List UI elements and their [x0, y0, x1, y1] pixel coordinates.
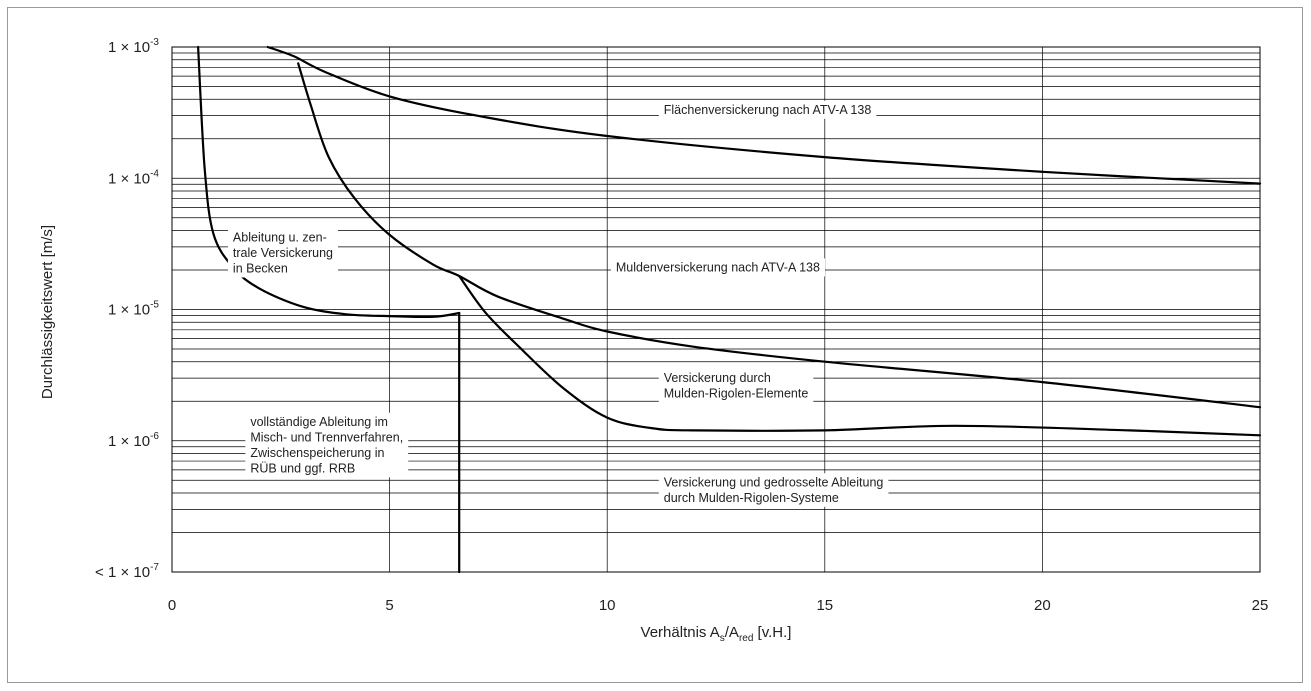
y-tick-base: < 1 × 10 — [95, 564, 150, 581]
tick-labels: 0 5 10 15 20 251 × 10-31 × 10-41 × 10-51 × 10… — [95, 37, 1268, 614]
y-tick-base: 1 × 10 — [108, 302, 150, 319]
y-tick-base: 1 × 10 — [108, 39, 150, 56]
x-axis-label-sub-s: s — [720, 633, 725, 644]
y-tick-label: 1 × 10-4 — [108, 168, 159, 187]
region-label-line: Misch- und Trennverfahren, — [250, 430, 403, 444]
x-axis-label-prefix: Verhältnis A — [641, 624, 720, 641]
y-tick-exponent: -7 — [150, 562, 159, 573]
curve-3 — [458, 274, 1262, 437]
y-tick-exponent: -4 — [150, 168, 159, 179]
y-tick-exponent: -6 — [150, 431, 159, 442]
curve-4 — [197, 45, 461, 319]
x-tick-label: 10 — [599, 597, 616, 614]
region-label-line: Versickerung und gedrosselte Ableitung — [664, 475, 884, 489]
x-tick-label: 25 — [1252, 597, 1269, 614]
plot-border — [171, 46, 1261, 573]
region-label-background — [227, 228, 339, 278]
x-tick-label: 20 — [1034, 597, 1051, 614]
region-label-background — [658, 369, 814, 403]
y-axis-label: Durchlässigkeitswert [m/s] — [39, 225, 56, 399]
y-tick-base: 1 × 10 — [108, 433, 150, 450]
region-label-line: durch Mulden-Rigolen-Systeme — [664, 491, 839, 505]
region-labels: Flächenversickerung nach ATV-A 138 Mulden… — [227, 100, 889, 507]
region-label-line: Flächenversickerung nach ATV-A 138 — [664, 103, 872, 117]
y-tick-label: 1 × 10-3 — [108, 37, 159, 56]
region-label-line: Muldenversickerung nach ATV-A 138 — [616, 260, 820, 274]
x-axis-label-sub-red: red — [739, 633, 753, 644]
y-tick-exponent: -3 — [150, 37, 159, 48]
region-label-3: Versickerung durch Mulden-Rigolen-Element… — [658, 369, 814, 403]
region-label-background — [610, 258, 826, 277]
region-label-1: Flächenversickerung nach ATV-A 138 — [658, 100, 877, 119]
curve-2 — [297, 62, 1262, 409]
x-tick-label: 0 — [168, 597, 176, 614]
x-tick-label: 5 — [385, 597, 393, 614]
region-label-line: Versickerung durch — [664, 371, 771, 385]
region-label-line: vollständige Ableitung im — [250, 415, 388, 429]
plot-axes — [171, 46, 1261, 573]
y-tick-label: 1 × 10-6 — [108, 431, 159, 450]
y-tick-exponent: -5 — [150, 300, 159, 311]
region-label-line: RÜB und ggf. RRB — [250, 461, 355, 475]
y-tick-label: < 1 × 10-7 — [95, 562, 159, 581]
x-tick-label: 15 — [816, 597, 833, 614]
region-label-background — [245, 412, 409, 478]
region-label-background — [658, 473, 889, 507]
region-label-2: Muldenversickerung nach ATV-A 138 — [610, 258, 826, 277]
region-label-line: in Becken — [233, 261, 288, 275]
region-label-line: Zwischenspeicherung in — [250, 446, 384, 460]
region-label-line: Ableitung u. zen- — [233, 230, 327, 244]
curves — [197, 45, 1262, 574]
x-axis-label-suffix: [v.H.] — [753, 624, 791, 641]
y-tick-label: 1 × 10-5 — [108, 300, 159, 319]
region-label-4: Versickerung und gedrosselte Ableitung du… — [658, 473, 889, 507]
region-label-line: Mulden-Rigolen-Elemente — [664, 387, 809, 401]
region-label-background — [658, 100, 877, 119]
x-axis-label: Verhältnis As/Ared [v.H.] — [641, 624, 792, 644]
y-tick-base: 1 × 10 — [108, 170, 150, 187]
chart-frame — [7, 7, 1303, 683]
region-label-line: trale Versickerung — [233, 246, 333, 260]
x-axis-label-mid: /A — [725, 624, 739, 641]
curve-1 — [266, 45, 1262, 185]
